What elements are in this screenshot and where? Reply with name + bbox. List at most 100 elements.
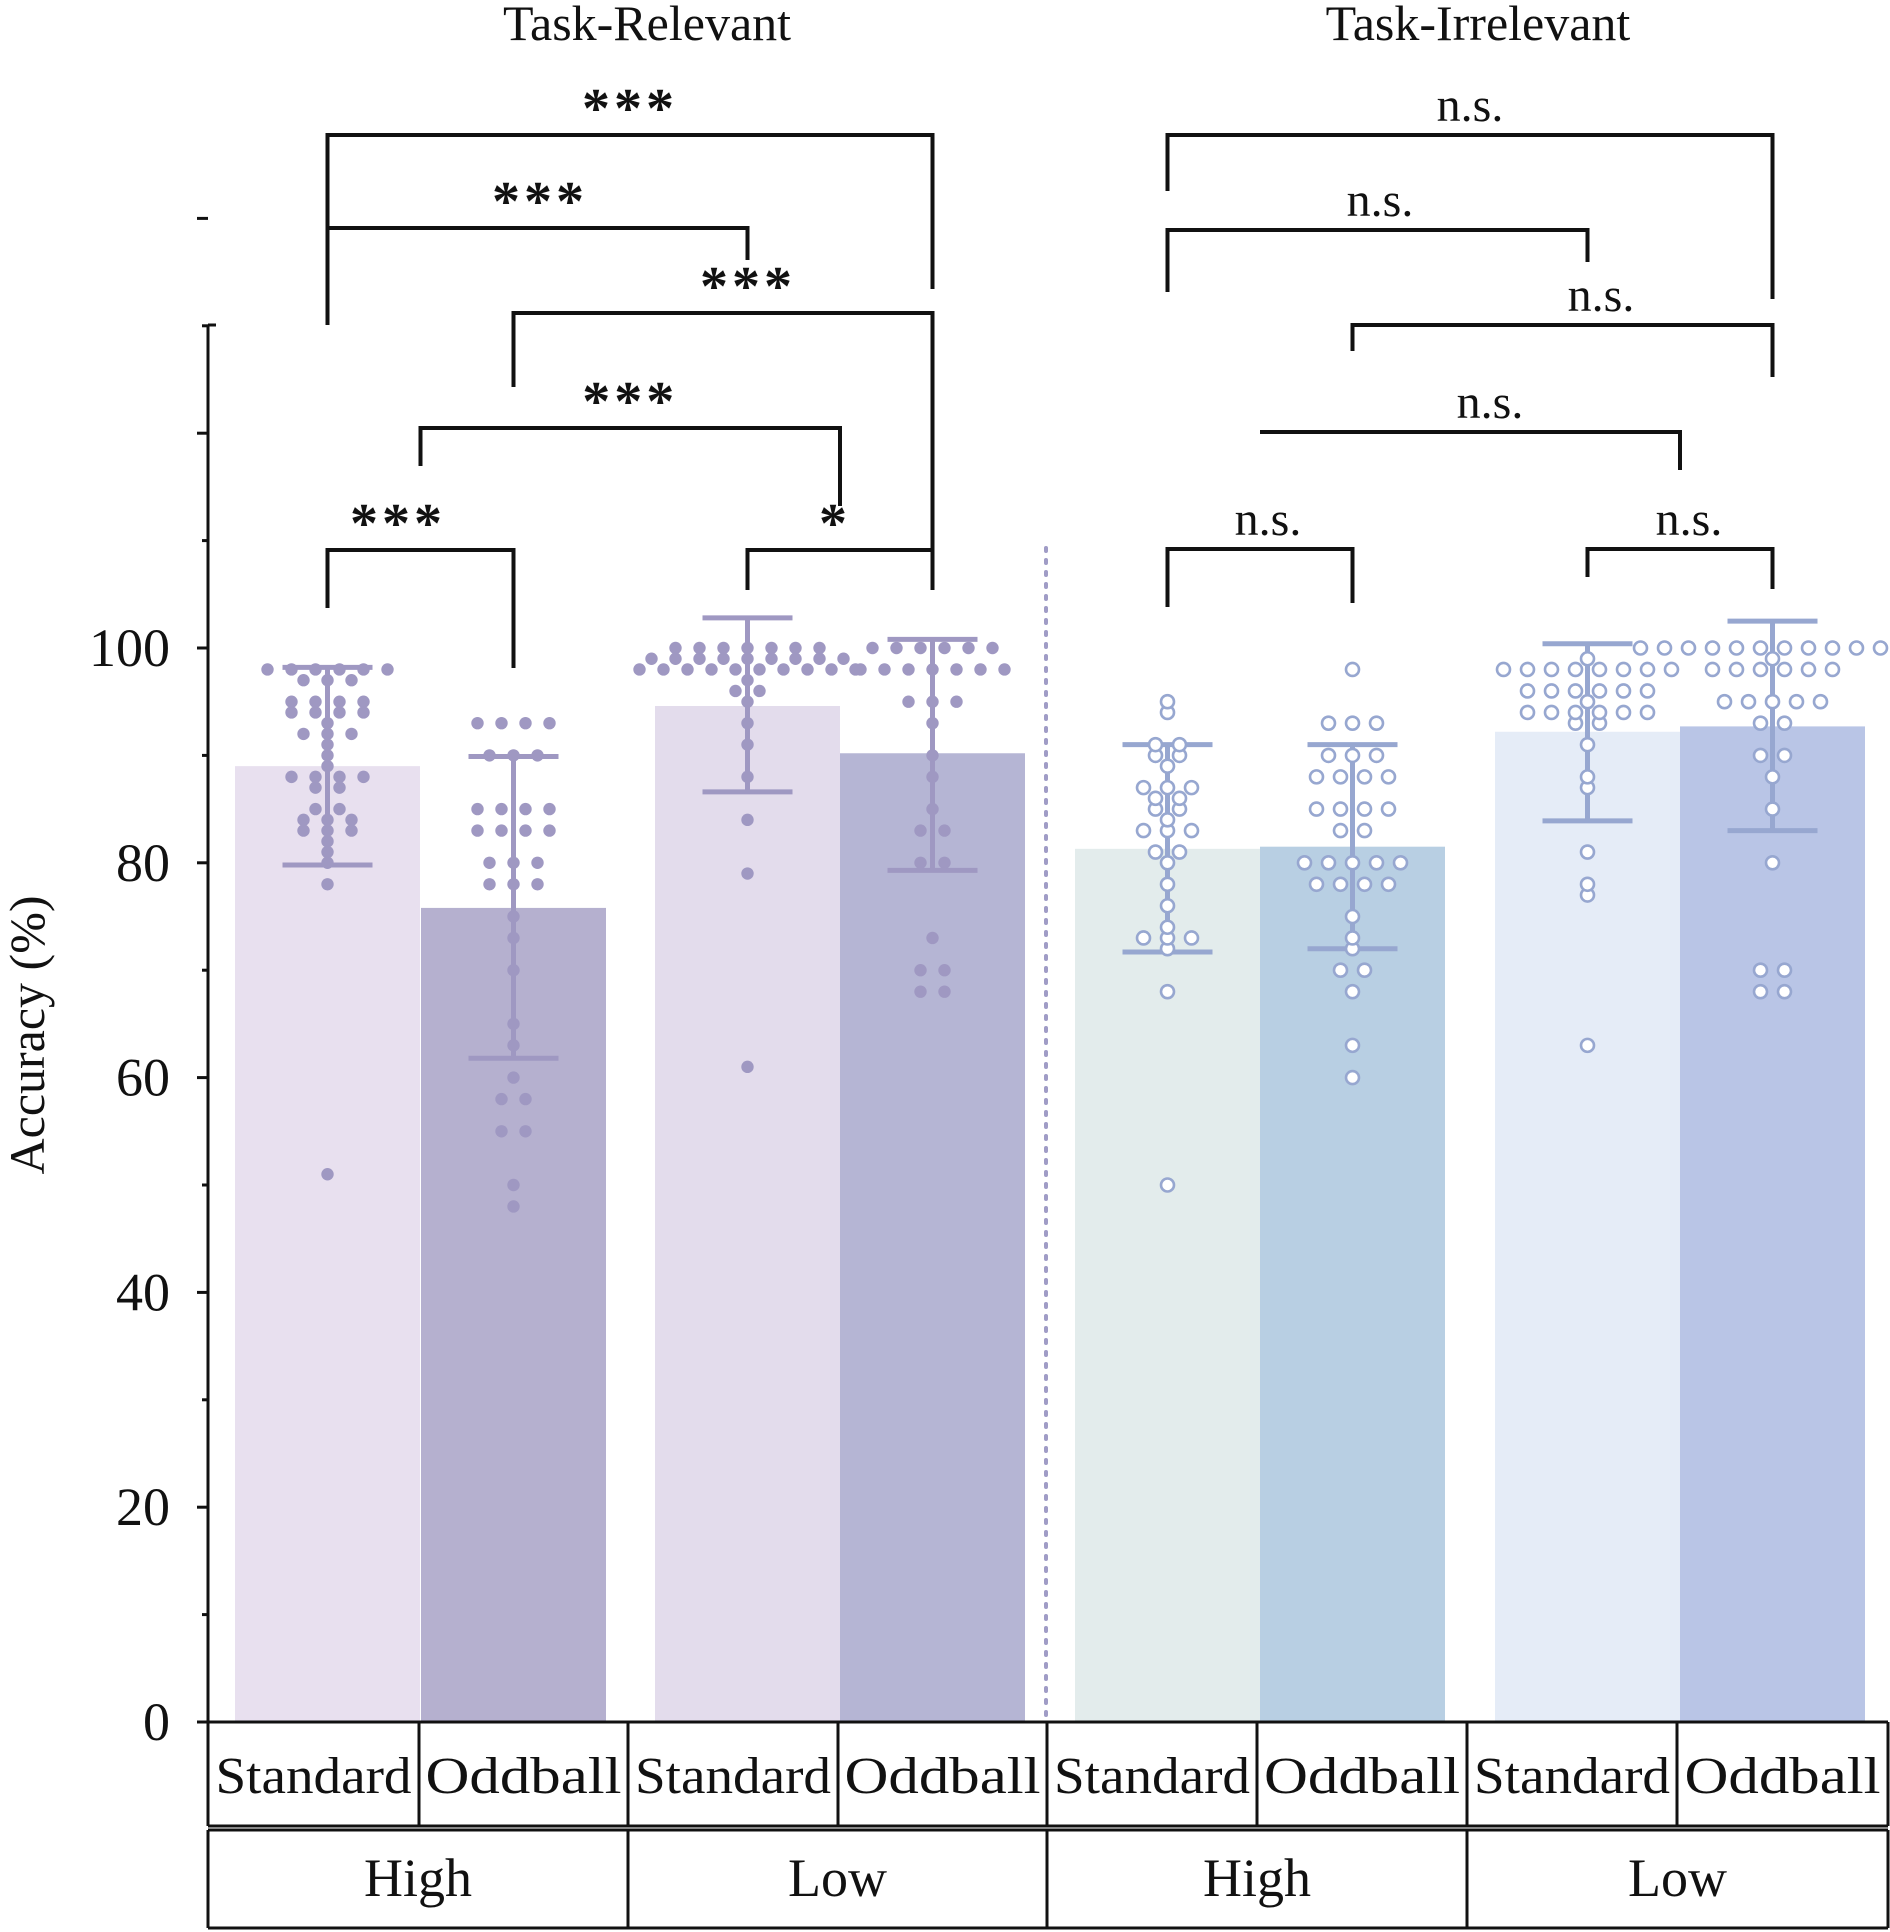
bar-0 xyxy=(235,766,420,1722)
condition-label: Standard xyxy=(635,1748,831,1805)
data-point xyxy=(1740,693,1757,710)
data-point xyxy=(495,1092,508,1106)
data-point xyxy=(1752,983,1769,1000)
data-point xyxy=(926,663,939,676)
data-point xyxy=(729,663,742,676)
data-point xyxy=(345,824,358,837)
data-point xyxy=(717,652,730,665)
data-point xyxy=(285,770,298,784)
data-point xyxy=(878,663,891,676)
data-point xyxy=(1159,779,1176,796)
data-point xyxy=(693,641,706,655)
data-point xyxy=(717,641,730,655)
data-point xyxy=(321,727,334,741)
data-point xyxy=(1135,779,1152,796)
data-point xyxy=(1159,876,1176,893)
significance-bracket: n.s. xyxy=(1165,79,1775,299)
data-point xyxy=(1579,844,1596,860)
data-point xyxy=(483,878,496,891)
data-point xyxy=(914,985,927,998)
data-point xyxy=(902,663,915,676)
data-point xyxy=(1615,661,1632,678)
data-point xyxy=(938,964,951,977)
data-point xyxy=(765,652,778,665)
y-tick-label: 40 xyxy=(116,1262,170,1322)
data-point xyxy=(1764,693,1781,710)
data-point xyxy=(285,706,298,719)
data-point xyxy=(471,716,484,730)
data-point xyxy=(495,824,508,837)
data-point xyxy=(866,641,879,655)
data-point xyxy=(1344,747,1361,764)
data-point xyxy=(1543,683,1560,699)
data-point xyxy=(333,706,346,719)
data-point xyxy=(1320,747,1337,764)
data-point xyxy=(471,802,484,816)
data-point xyxy=(1356,801,1373,817)
data-point xyxy=(345,727,358,741)
data-point xyxy=(645,652,658,665)
data-point xyxy=(1776,962,1793,979)
data-point xyxy=(1320,715,1337,731)
data-point xyxy=(1344,983,1361,1000)
data-point xyxy=(309,770,322,784)
data-point xyxy=(1344,715,1361,731)
condition-label: Standard xyxy=(1054,1748,1250,1805)
data-point xyxy=(495,802,508,816)
data-point xyxy=(669,652,682,665)
data-point xyxy=(657,663,670,676)
data-point xyxy=(495,1125,508,1138)
data-point xyxy=(1356,962,1373,979)
data-point xyxy=(1368,747,1385,764)
panel-title-irrelevant: Task-Irrelevant xyxy=(1326,0,1631,51)
condition-label: Oddball xyxy=(845,1748,1041,1805)
data-point xyxy=(1728,661,1745,678)
data-point xyxy=(297,813,310,827)
bars-layer xyxy=(235,705,1865,1722)
bar-3 xyxy=(840,753,1025,1722)
data-point xyxy=(1356,769,1373,785)
data-point xyxy=(741,716,754,730)
data-point xyxy=(1752,661,1769,678)
data-point xyxy=(938,824,951,837)
data-point xyxy=(1704,661,1721,678)
data-point xyxy=(471,824,484,837)
data-point xyxy=(1147,844,1164,860)
significance-bracket: *** xyxy=(325,493,516,668)
data-point xyxy=(1800,661,1817,678)
data-point xyxy=(1704,640,1721,656)
data-point xyxy=(507,1200,520,1213)
data-point xyxy=(519,824,532,837)
y-tick-label: 20 xyxy=(116,1477,170,1537)
group-label: High xyxy=(364,1848,472,1908)
data-point xyxy=(1752,640,1769,656)
data-point xyxy=(309,802,322,816)
data-point xyxy=(1519,683,1536,699)
data-point xyxy=(1728,640,1745,656)
data-point xyxy=(1591,704,1608,721)
data-point xyxy=(813,641,826,655)
data-point xyxy=(1344,1037,1361,1054)
data-point xyxy=(1332,876,1349,893)
data-point xyxy=(1368,854,1385,871)
data-point xyxy=(357,706,370,719)
data-point xyxy=(321,716,334,730)
significance-label: n.s. xyxy=(1457,376,1524,429)
data-point xyxy=(1171,736,1188,753)
data-point xyxy=(1320,854,1337,871)
data-point xyxy=(1764,854,1781,871)
data-point xyxy=(914,856,927,869)
data-point xyxy=(507,856,520,869)
data-point xyxy=(741,738,754,751)
data-point xyxy=(950,663,963,676)
data-point xyxy=(519,802,532,816)
data-point xyxy=(1332,801,1349,817)
data-point xyxy=(1159,919,1176,936)
data-point xyxy=(333,781,346,794)
data-point xyxy=(1567,683,1584,699)
data-point xyxy=(1824,661,1841,678)
data-point xyxy=(1656,640,1673,656)
data-point xyxy=(1147,736,1164,753)
significance-bracket: *** xyxy=(325,171,750,298)
data-point xyxy=(1591,683,1608,699)
